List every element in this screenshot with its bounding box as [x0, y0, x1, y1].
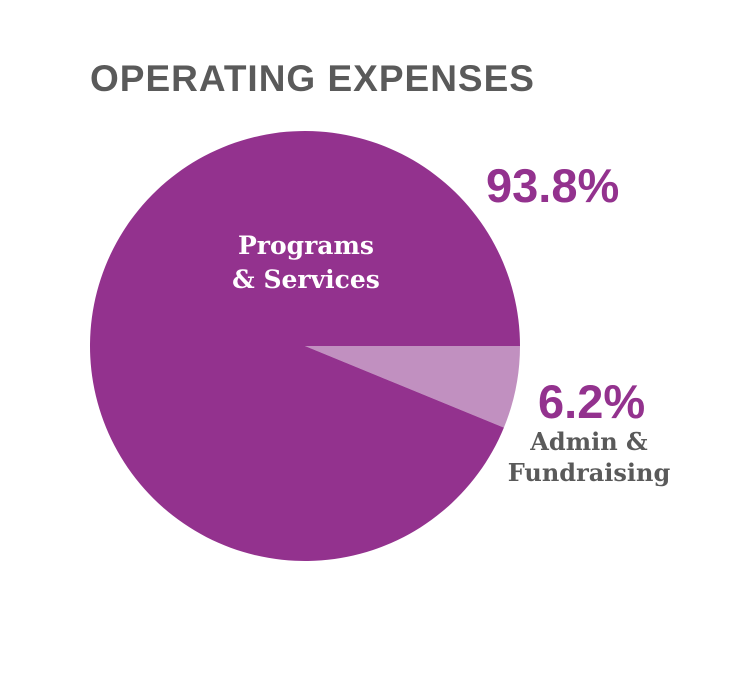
pie-slice-programs-services	[89, 130, 520, 561]
slice-label-programs-line-1: Programs	[237, 231, 375, 260]
slice-label-admin: Admin & Fundraising	[508, 426, 670, 488]
chart-title: OPERATING EXPENSES	[90, 58, 535, 99]
pie-slices	[89, 130, 520, 561]
slice-label-programs: Programs & Services	[232, 229, 380, 297]
slice-label-admin-line-1: Admin &	[530, 427, 648, 456]
pie-slice-admin-fundraising	[305, 346, 520, 428]
slice-value-admin: 6.2%	[538, 375, 646, 428]
slice-label-programs-line-2: & Services	[232, 265, 380, 294]
slice-value-programs: 93.8%	[486, 159, 620, 212]
slice-label-admin-line-2: Fundraising	[507, 458, 671, 487]
